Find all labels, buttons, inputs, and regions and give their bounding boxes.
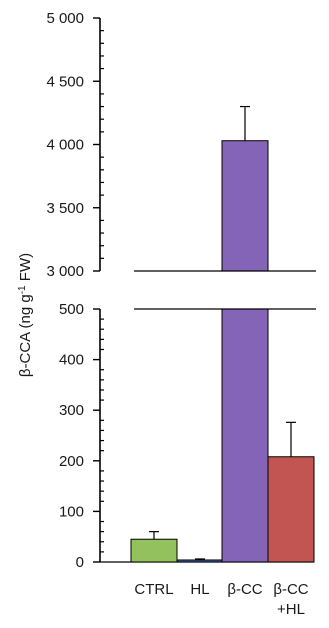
lower-y-tick-label: 400 bbox=[59, 352, 84, 369]
lower-y-tick-label: 0 bbox=[76, 554, 84, 571]
bar bbox=[130, 538, 178, 563]
category-label: HL bbox=[190, 581, 209, 598]
category-label: β-CC +HL bbox=[273, 581, 308, 618]
bar-lower bbox=[221, 308, 269, 563]
category-label: CTRL bbox=[134, 581, 173, 598]
bar bbox=[267, 456, 315, 563]
y-axis-title: β-CCA (ng g-1 FW) bbox=[17, 253, 35, 377]
upper-y-tick-label: 4 000 bbox=[46, 137, 84, 154]
y-axis-title-sup: -1 bbox=[17, 285, 28, 294]
lower-y-axis: 0 100 200 300 400 500 bbox=[59, 301, 104, 571]
y-axis-title-main: β-CCA (ng g bbox=[17, 294, 34, 377]
upper-y-tick-label: 5 000 bbox=[46, 10, 84, 27]
bar bbox=[176, 559, 224, 563]
upper-y-axis: 3 000 3 500 4 000 4 500 5 000 bbox=[46, 10, 104, 280]
y-axis-title-tail: FW) bbox=[17, 253, 34, 285]
upper-y-tick-label: 3 000 bbox=[46, 263, 84, 280]
upper-y-tick-label: 3 500 bbox=[46, 200, 84, 217]
lower-y-tick-label: 500 bbox=[59, 301, 84, 318]
lower-y-tick-label: 300 bbox=[59, 402, 84, 419]
lower-y-tick-label: 100 bbox=[59, 503, 84, 520]
upper-y-tick-label: 4 500 bbox=[46, 73, 84, 90]
category-label: β-CC bbox=[227, 581, 262, 598]
lower-y-tick-label: 200 bbox=[59, 453, 84, 470]
bar-upper bbox=[221, 140, 269, 272]
bars-group bbox=[100, 105, 316, 563]
category-labels: CTRL HL β-CC β-CC +HL bbox=[134, 581, 308, 618]
